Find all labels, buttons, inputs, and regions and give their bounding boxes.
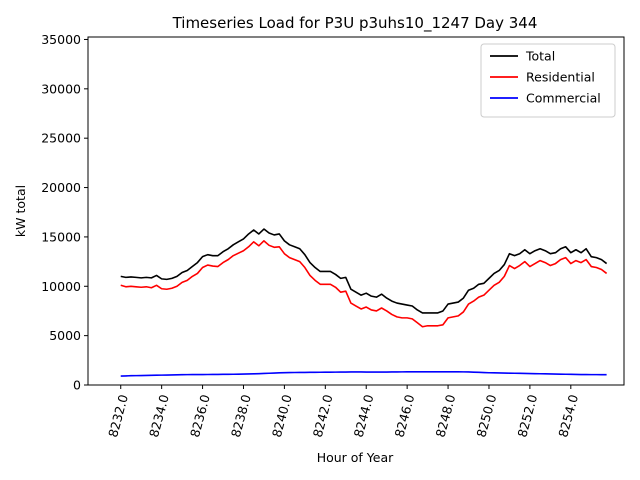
series-line-total xyxy=(120,228,608,314)
x-axis-label: Hour of Year xyxy=(317,450,394,465)
y-tick-label: 15000 xyxy=(41,229,81,244)
plot-frame xyxy=(87,36,625,386)
y-tick-label: 20000 xyxy=(41,180,81,195)
y-tick-label: 35000 xyxy=(41,32,81,47)
chart-title: Timeseries Load for P3U p3uhs10_1247 Day… xyxy=(172,14,538,33)
y-tick-label: 30000 xyxy=(41,81,81,96)
legend: Total Residential Commercial xyxy=(480,43,616,118)
y-tick-label: 5000 xyxy=(49,328,81,343)
legend-label-commercial: Commercial xyxy=(526,91,601,106)
legend-label-total: Total xyxy=(525,49,555,64)
series-line-commercial xyxy=(120,370,607,377)
y-tick-label: 10000 xyxy=(41,279,81,294)
series-lines xyxy=(120,228,608,377)
legend-label-residential: Residential xyxy=(526,70,595,85)
y-tick-label: 0 xyxy=(73,378,81,393)
y-axis-label: kW total xyxy=(13,185,28,237)
series-line-residential xyxy=(120,240,608,328)
y-axis-ticks: 0 5000 10000 15000 20000 25000 30000 35000 xyxy=(41,32,88,393)
y-tick-label: 25000 xyxy=(41,131,81,146)
